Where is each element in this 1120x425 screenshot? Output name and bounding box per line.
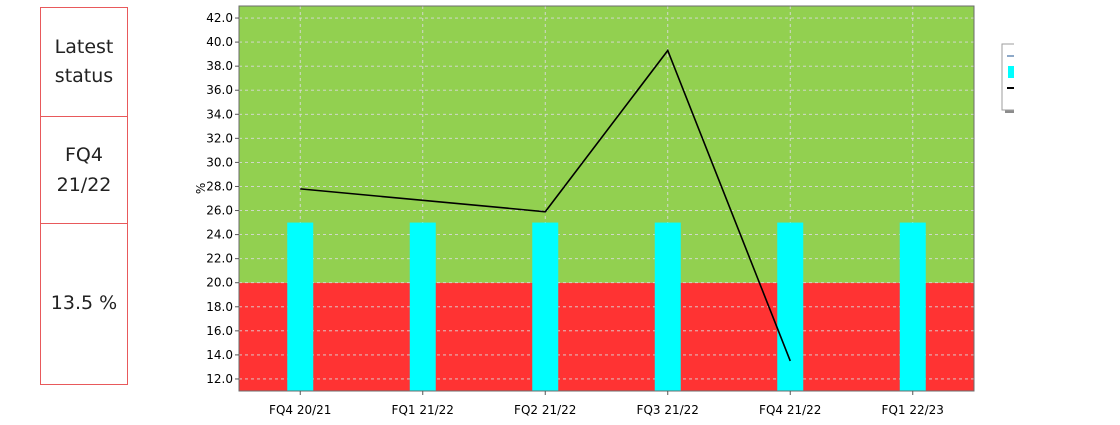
legend: TargetBenchmarkActual	[1001, 43, 1120, 113]
benchmark-bar	[532, 222, 559, 391]
status-value: 13.5 %	[41, 223, 127, 384]
benchmark-bar	[287, 222, 314, 391]
y-tick-label: 20.0	[206, 276, 233, 290]
benchmark-bar	[654, 222, 681, 391]
chart-container: 12.0 14.0 16.0 18.0 20.0 22.0 24.0 26.0 28.0 30.0…	[184, 0, 1120, 421]
y-tick-label: 34.0	[206, 107, 233, 121]
band-1	[239, 6, 974, 283]
x-tick-label: FQ4 20/21	[269, 403, 331, 417]
x-tick-label: FQ1 21/22	[392, 403, 454, 417]
y-tick-label: 32.0	[206, 131, 233, 145]
axis-ticks: 12.0 14.0 16.0 18.0 20.0 22.0 24.0 26.0 28.0 30.0…	[206, 11, 944, 417]
band-0	[239, 282, 974, 391]
y-tick-label: 40.0	[206, 35, 233, 49]
y-tick-label: 18.0	[206, 300, 233, 314]
benchmark-bar	[899, 222, 926, 391]
y-tick-label: 24.0	[206, 228, 233, 242]
status-heading: Latest status	[54, 35, 114, 87]
benchmark-bars	[287, 222, 926, 391]
latest-status-panel: Latest status FQ4 21/22 13.5 %	[40, 7, 128, 385]
y-tick-label: 30.0	[206, 155, 233, 169]
plot-frame	[238, 5, 975, 392]
y-tick-label: 26.0	[206, 204, 233, 218]
gridlines	[239, 6, 974, 391]
y-tick-label: 28.0	[206, 179, 233, 193]
y-tick-label: 36.0	[206, 83, 233, 97]
y-axis-label: %	[194, 183, 208, 194]
benchmark-bar	[409, 222, 436, 391]
y-tick-label: 12.0	[206, 372, 233, 386]
benchmark-bar	[777, 222, 804, 391]
x-tick-label: FQ3 21/22	[637, 403, 699, 417]
x-tick-label: FQ2 21/22	[514, 403, 576, 417]
x-tick-label: FQ4 21/22	[759, 403, 821, 417]
y-tick-label: 38.0	[206, 59, 233, 73]
status-period: FQ4 21/22	[41, 116, 127, 224]
y-tick-label: 42.0	[206, 11, 233, 25]
legend-swatch-benchmark	[1008, 66, 1019, 78]
threshold-bands	[239, 6, 974, 391]
actual-line-group	[300, 48, 791, 362]
x-tick-label: FQ1 22/23	[882, 403, 944, 417]
actual-line	[300, 48, 791, 362]
y-tick-label: 16.0	[206, 324, 233, 338]
y-tick-label: 14.0	[206, 348, 233, 362]
chart-svg: 12.0 14.0 16.0 18.0 20.0 22.0 24.0 26.0 28.0 30.0…	[194, 5, 1120, 417]
y-tick-label: 22.0	[206, 252, 233, 266]
